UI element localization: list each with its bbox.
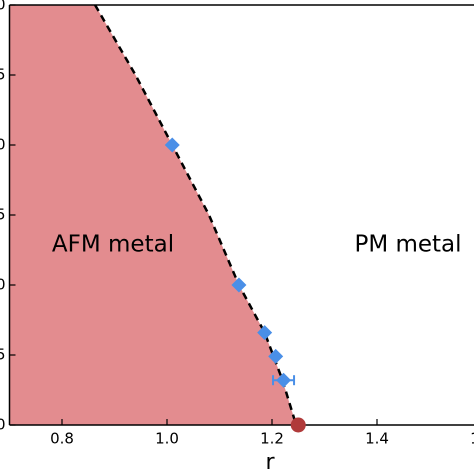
y-tick-label: 0.30 [0,0,6,14]
data-point [231,277,247,293]
x-tick-label: 0.8 [50,430,74,448]
critical-point [290,417,306,433]
y-tick-label: 0.20 [0,136,6,154]
afm-region [9,5,297,425]
x-tick-label: 1.6 [470,430,474,448]
data-point [268,348,284,364]
region-label: PM metal [354,232,461,258]
y-tick-label: 0.15 [0,206,6,224]
region-label: AFM metal [52,232,174,258]
phase-boundary [93,4,298,426]
y-tick-label: 0.00 [0,416,6,434]
data-point [164,137,180,153]
x-tick-label: 1.4 [365,430,389,448]
data-point [276,372,292,388]
x-axis-label: r [265,450,275,474]
data-point [257,325,273,341]
x-tick-label: 1.2 [260,430,284,448]
plot-layer: 0.8 1.0 1.2 1.4 1.6 0.00 0.05 0.10 0.15 0.20 0.25 0… [0,0,474,448]
y-tick-label: 0.05 [0,346,6,364]
y-tick-label: 0.10 [0,276,6,294]
y-tick-label: 0.25 [0,66,6,84]
x-tick-label: 1.0 [155,430,179,448]
